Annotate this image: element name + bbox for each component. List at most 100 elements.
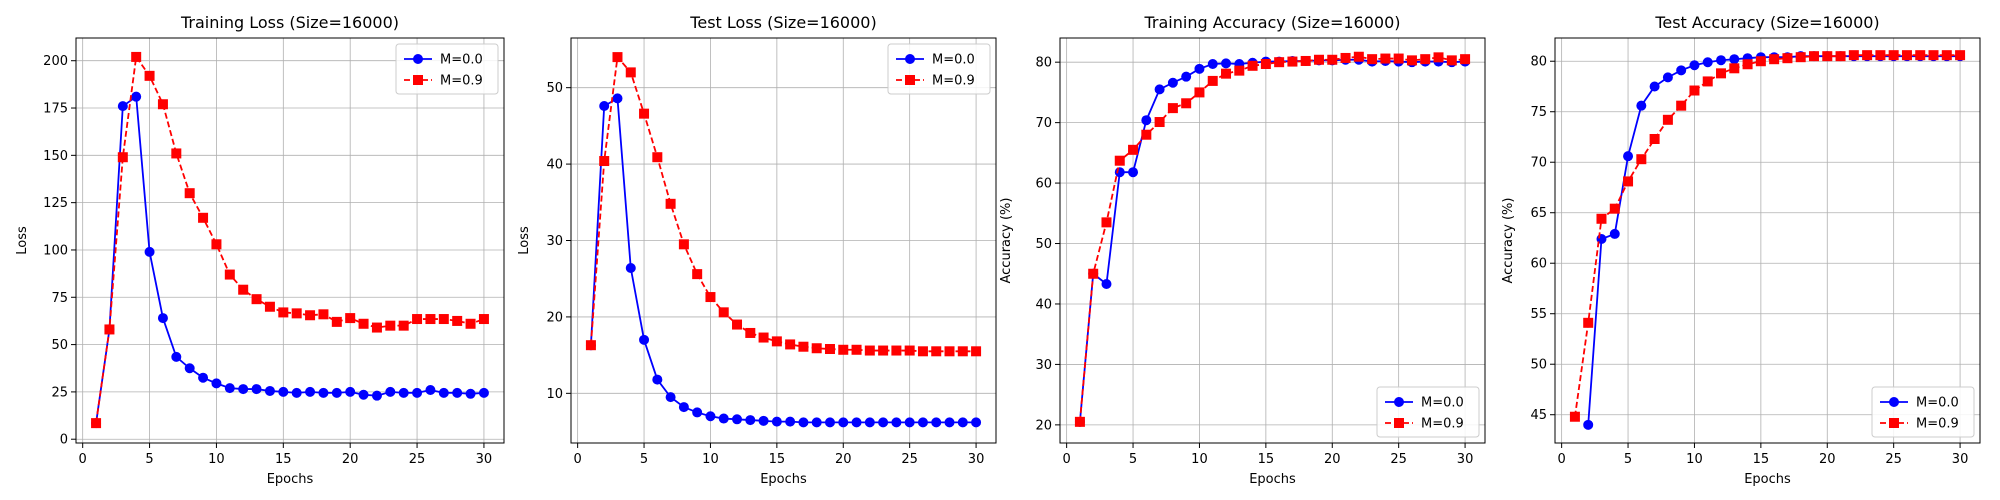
- data-point-series-2: [1901, 50, 1912, 61]
- data-point-series-1: [798, 417, 809, 428]
- data-point-series-2: [1716, 68, 1727, 79]
- y-tick-label: 45: [1530, 408, 1547, 423]
- data-point-series-1: [1636, 100, 1647, 111]
- data-point-series-2: [1101, 217, 1112, 228]
- data-point-series-2: [1941, 50, 1952, 61]
- x-axis-label: Epochs: [1249, 472, 1296, 487]
- data-point-series-2: [1636, 154, 1647, 165]
- data-point-series-1: [198, 372, 209, 383]
- data-point-series-2: [944, 346, 955, 357]
- x-tick-label: 30: [1457, 452, 1474, 467]
- data-point-series-2: [758, 332, 769, 343]
- y-tick-label: 70: [1035, 116, 1052, 131]
- data-point-series-1: [838, 417, 849, 428]
- y-tick-label: 50: [1035, 237, 1052, 252]
- data-point-series-2: [1141, 129, 1152, 140]
- data-point-series-2: [1420, 54, 1431, 65]
- data-point-series-1: [678, 402, 689, 413]
- data-point-series-2: [1247, 60, 1258, 71]
- data-point-series-2: [665, 198, 676, 209]
- x-tick-label: 15: [769, 452, 786, 467]
- legend-entry: M=0.9: [932, 74, 975, 89]
- data-point-series-2: [305, 310, 316, 321]
- x-tick-label: 20: [835, 452, 852, 467]
- data-point-series-2: [1128, 144, 1139, 155]
- data-point-series-2: [1649, 133, 1660, 144]
- legend-entry: M=0.0: [932, 53, 975, 68]
- y-tick-label: 75: [51, 291, 68, 306]
- y-tick-label: 0: [60, 433, 68, 448]
- y-tick-label: 20: [1035, 418, 1052, 433]
- data-point-series-1: [811, 417, 822, 428]
- data-point-series-1: [1676, 65, 1687, 76]
- data-point-series-2: [745, 327, 756, 338]
- data-point-series-2: [412, 314, 423, 325]
- x-tick-label: 25: [901, 452, 918, 467]
- data-point-series-2: [91, 418, 102, 429]
- data-point-series-1: [1662, 72, 1673, 83]
- data-point-series-2: [1181, 98, 1192, 109]
- axes-frame: [75, 37, 505, 444]
- data-point-series-2: [1928, 50, 1939, 61]
- data-point-series-1: [718, 413, 729, 424]
- data-point-series-1: [1702, 57, 1713, 68]
- series-line-2: [1079, 55, 1466, 422]
- data-point-series-1: [625, 263, 636, 274]
- y-tick-label: 75: [1530, 105, 1547, 120]
- data-point-series-2: [184, 188, 195, 199]
- chart-panel-1: 0 5 10 15 20 25 30 0 25 50 75 100 125 150 175 200 Traini…: [15, 13, 505, 487]
- x-tick-label: 5: [145, 452, 153, 467]
- data-point-series-2: [718, 307, 729, 318]
- data-point-series-2: [291, 308, 302, 319]
- y-tick-label: 30: [1035, 358, 1052, 373]
- data-point-series-2: [438, 314, 449, 325]
- data-point-series-2: [117, 152, 128, 163]
- data-point-series-1: [824, 417, 835, 428]
- data-point-series-1: [291, 387, 302, 398]
- legend-marker: [1394, 397, 1404, 407]
- data-point-series-2: [331, 316, 342, 327]
- data-point-series-2: [838, 344, 849, 355]
- data-point-series-1: [1154, 84, 1165, 95]
- y-tick-label: 20: [546, 310, 563, 325]
- data-point-series-1: [1689, 60, 1700, 71]
- data-point-series-1: [318, 387, 329, 398]
- data-point-series-2: [891, 345, 902, 356]
- data-point-series-2: [917, 346, 928, 357]
- data-point-series-2: [371, 322, 382, 333]
- data-point-series-2: [1583, 317, 1594, 328]
- data-point-series-2: [1742, 59, 1753, 70]
- x-tick-label: 15: [1753, 452, 1770, 467]
- data-point-series-2: [144, 70, 155, 81]
- series-line-1: [95, 95, 485, 424]
- chart-panel-3: 0 5 10 15 20 25 30 20 30 40 50 60 70 80 Training Accur…: [999, 13, 1486, 487]
- data-point-series-2: [198, 212, 209, 223]
- data-point-series-1: [944, 417, 955, 428]
- data-point-series-1: [851, 417, 862, 428]
- chart-title: Test Loss (Size=16000): [689, 13, 876, 32]
- x-tick-label: 30: [968, 452, 985, 467]
- data-point-series-2: [625, 67, 636, 78]
- x-tick-label: 20: [342, 452, 359, 467]
- x-tick-label: 30: [1952, 452, 1969, 467]
- data-point-series-2: [224, 269, 235, 280]
- data-point-series-1: [1609, 228, 1620, 239]
- x-tick-label: 15: [275, 452, 292, 467]
- data-point-series-1: [398, 387, 409, 398]
- legend-marker: [1889, 397, 1899, 407]
- data-point-series-2: [1835, 51, 1846, 62]
- data-point-series-1: [864, 417, 875, 428]
- y-tick-label: 80: [1530, 55, 1547, 70]
- series-line-2: [1574, 54, 1961, 417]
- data-point-series-2: [1167, 103, 1178, 114]
- data-point-series-1: [144, 246, 155, 257]
- x-tick-label: 30: [476, 452, 493, 467]
- data-point-series-2: [1221, 68, 1232, 79]
- data-point-series-1: [1181, 71, 1192, 82]
- data-point-series-1: [1101, 279, 1112, 290]
- data-point-series-2: [1300, 55, 1311, 66]
- x-tick-label: 0: [1558, 452, 1566, 467]
- axes-frame: [570, 37, 997, 444]
- data-point-series-1: [732, 414, 743, 425]
- legend: M=0.0 M=0.9: [1871, 386, 1975, 438]
